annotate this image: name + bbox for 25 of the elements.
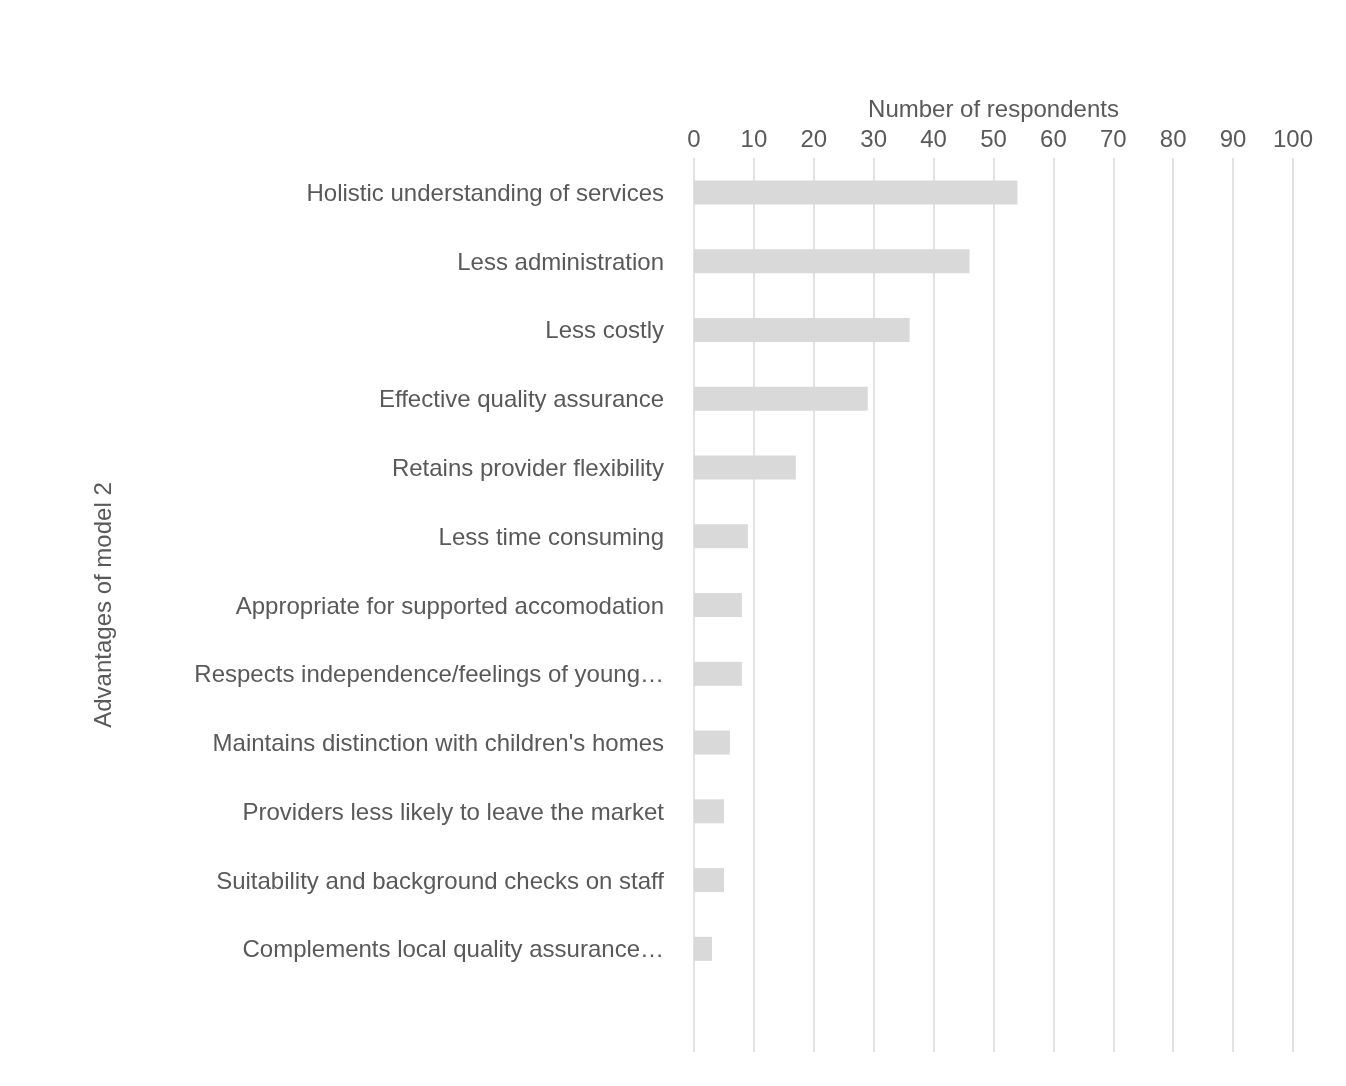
x-axis-title: Number of respondents <box>868 94 1119 122</box>
y-tick-label: Suitability and background checks on staff <box>216 866 665 894</box>
x-tick-label: 40 <box>920 124 947 152</box>
x-tick-label: 60 <box>1040 124 1067 152</box>
y-tick-label: Maintains distinction with children's homes <box>212 729 664 757</box>
y-axis-title: Advantages of model 2 <box>88 482 116 728</box>
y-tick-label: Retains provider flexibility <box>391 453 664 481</box>
x-tick-label: 30 <box>860 124 888 152</box>
y-tick-label: Providers less likely to leave the market <box>242 797 665 825</box>
x-tick-label: 0 <box>687 124 701 152</box>
x-tick-label: 10 <box>740 124 768 152</box>
y-tick-label: Holistic understanding of services <box>306 178 664 206</box>
y-tick-label: Less administration <box>457 247 664 275</box>
x-tick-label: 50 <box>980 124 1007 152</box>
y-tick-label: Respects independence/feelings of young… <box>194 660 664 688</box>
x-tick-label: 20 <box>800 124 828 152</box>
x-tick-label: 90 <box>1219 124 1247 152</box>
x-tick-label: 100 <box>1272 124 1314 152</box>
x-tick-label: 80 <box>1159 124 1187 152</box>
y-tick-label: Appropriate for supported accomodation <box>235 591 664 619</box>
y-tick-label: Less time consuming <box>438 522 664 550</box>
x-tick-label: 70 <box>1099 124 1127 152</box>
y-tick-label: Effective quality assurance <box>378 385 664 413</box>
y-tick-label: Complements local quality assurance… <box>242 935 664 963</box>
y-tick-label: Less costly <box>545 316 664 344</box>
